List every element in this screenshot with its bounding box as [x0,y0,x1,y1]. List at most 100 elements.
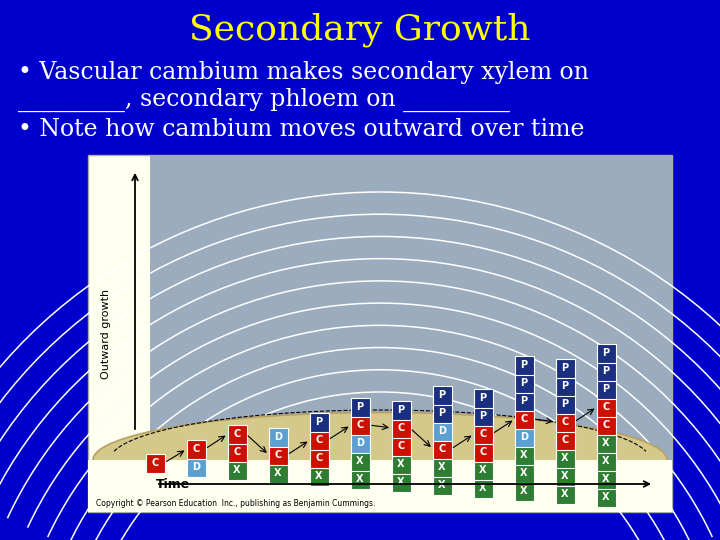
FancyBboxPatch shape [392,436,410,456]
Text: C: C [315,453,323,463]
Text: X: X [356,456,364,466]
Text: P: P [315,417,323,427]
FancyBboxPatch shape [351,397,369,416]
Text: C: C [233,447,240,457]
FancyBboxPatch shape [269,428,287,447]
Text: X: X [602,492,610,502]
Text: X: X [397,459,405,469]
FancyBboxPatch shape [474,388,492,408]
Text: C: C [356,420,364,430]
Text: C: C [397,423,405,433]
Text: C: C [480,447,487,457]
Bar [150,155,672,462]
FancyBboxPatch shape [433,440,451,458]
FancyBboxPatch shape [596,451,616,470]
Text: D: D [356,438,364,448]
Text: P: P [562,363,569,373]
FancyBboxPatch shape [310,467,328,485]
Text: P: P [438,390,446,400]
Text: _________, secondary phloem on _________: _________, secondary phloem on _________ [18,88,510,112]
FancyBboxPatch shape [515,463,534,483]
FancyBboxPatch shape [515,355,534,375]
FancyBboxPatch shape [228,461,246,480]
FancyBboxPatch shape [310,449,328,468]
Text: C: C [480,429,487,439]
Text: C: C [397,441,405,451]
FancyBboxPatch shape [556,430,575,449]
Text: X: X [521,450,528,460]
Text: X: X [562,489,569,499]
Text: Copyright © Pearson Education  Inc., publishing as Benjamin Cummings.: Copyright © Pearson Education Inc., publ… [96,498,375,508]
FancyBboxPatch shape [433,457,451,476]
Text: X: X [602,438,610,448]
Text: C: C [192,444,199,454]
FancyBboxPatch shape [474,424,492,443]
FancyBboxPatch shape [433,403,451,422]
Text: Secondary Growth: Secondary Growth [189,13,531,47]
FancyBboxPatch shape [556,413,575,431]
Text: C: C [151,458,158,468]
FancyBboxPatch shape [351,415,369,435]
Ellipse shape [93,413,667,508]
Bar [88,460,672,512]
Text: P: P [521,360,528,370]
FancyBboxPatch shape [433,386,451,404]
Text: X: X [356,474,364,484]
Text: C: C [438,444,446,454]
Text: P: P [438,408,446,418]
Text: P: P [397,405,405,415]
FancyBboxPatch shape [433,422,451,441]
Text: C: C [603,402,610,412]
FancyBboxPatch shape [515,374,534,393]
FancyBboxPatch shape [351,434,369,453]
Text: X: X [438,480,446,490]
Text: X: X [397,477,405,487]
FancyBboxPatch shape [596,434,616,453]
FancyBboxPatch shape [310,430,328,449]
Text: X: X [562,453,569,463]
FancyBboxPatch shape [269,446,287,464]
Text: P: P [521,396,528,406]
Text: P: P [562,381,569,391]
FancyBboxPatch shape [596,469,616,489]
Text: X: X [521,486,528,496]
Text: C: C [274,450,282,460]
Text: D: D [274,432,282,442]
FancyBboxPatch shape [145,454,164,472]
FancyBboxPatch shape [433,476,451,495]
FancyBboxPatch shape [186,440,205,458]
FancyBboxPatch shape [515,428,534,447]
Text: C: C [521,414,528,424]
FancyBboxPatch shape [474,442,492,462]
Text: C: C [562,417,569,427]
Text: D: D [438,426,446,436]
FancyBboxPatch shape [186,457,205,476]
Text: X: X [602,456,610,466]
FancyBboxPatch shape [596,488,616,507]
Text: P: P [480,411,487,421]
FancyBboxPatch shape [474,407,492,426]
FancyBboxPatch shape [392,401,410,420]
Text: X: X [602,474,610,484]
FancyBboxPatch shape [515,446,534,464]
Text: D: D [520,432,528,442]
FancyBboxPatch shape [474,461,492,480]
Text: C: C [233,429,240,439]
FancyBboxPatch shape [310,413,328,431]
Text: P: P [603,348,610,358]
Text: X: X [562,471,569,481]
FancyBboxPatch shape [351,469,369,489]
FancyBboxPatch shape [269,463,287,483]
Text: P: P [562,399,569,409]
FancyBboxPatch shape [392,472,410,491]
FancyBboxPatch shape [515,482,534,501]
FancyBboxPatch shape [556,484,575,503]
FancyBboxPatch shape [556,449,575,468]
FancyBboxPatch shape [596,343,616,362]
FancyBboxPatch shape [596,361,616,381]
Text: P: P [480,393,487,403]
FancyBboxPatch shape [556,395,575,414]
FancyBboxPatch shape [515,392,534,410]
Text: X: X [480,465,487,475]
FancyBboxPatch shape [228,442,246,462]
